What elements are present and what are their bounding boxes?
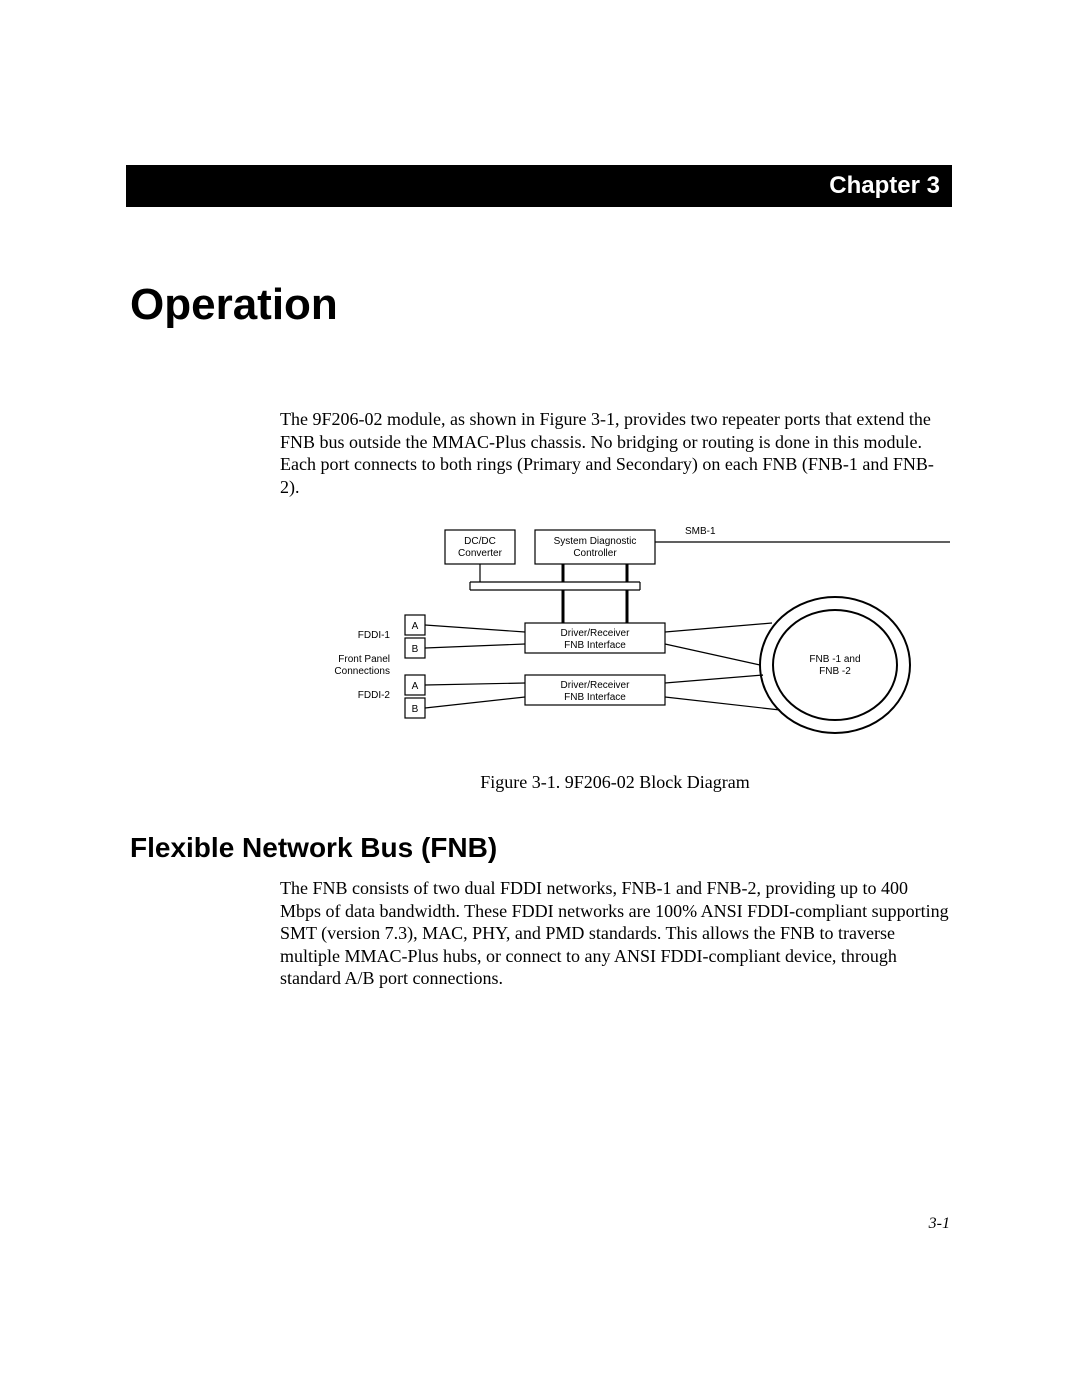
driver2-label-2: FNB Interface bbox=[564, 692, 626, 703]
fnb-label-2: FNB -2 bbox=[819, 666, 851, 677]
port-a1-label: A bbox=[412, 621, 419, 632]
driver1-label-1: Driver/Receiver bbox=[561, 628, 631, 639]
page-number: 3-1 bbox=[929, 1215, 950, 1233]
sysdiag-label-2: Controller bbox=[573, 548, 617, 559]
block-diagram-svg: DC/DC Converter System Diagnostic Contro… bbox=[280, 520, 950, 750]
section-body: The FNB consists of two dual FDDI networ… bbox=[280, 877, 950, 990]
fddi2-label: FDDI-2 bbox=[358, 690, 391, 701]
port-b1-label: B bbox=[412, 644, 419, 655]
sysdiag-label-1: System Diagnostic bbox=[554, 536, 637, 547]
block-diagram-figure: DC/DC Converter System Diagnostic Contro… bbox=[280, 520, 950, 750]
fddi1-label: FDDI-1 bbox=[358, 630, 391, 641]
figure-caption: Figure 3-1. 9F206-02 Block Diagram bbox=[280, 772, 950, 793]
driver2-label-1: Driver/Receiver bbox=[561, 680, 631, 691]
fnb-label-1: FNB -1 and bbox=[809, 654, 860, 665]
front-panel-label-2: Connections bbox=[334, 666, 390, 677]
fnb-outer-ring bbox=[760, 597, 910, 733]
chapter-bar: Chapter 3 bbox=[126, 165, 952, 207]
port-a2-label: A bbox=[412, 681, 419, 692]
driver1-label-2: FNB Interface bbox=[564, 640, 626, 651]
dcdc-label-1: DC/DC bbox=[464, 536, 496, 547]
front-panel-label-1: Front Panel bbox=[338, 654, 390, 665]
smb1-label: SMB-1 bbox=[685, 526, 716, 537]
fnb-inner-ring bbox=[773, 610, 897, 720]
port-b2-label: B bbox=[412, 704, 419, 715]
section-heading: Flexible Network Bus (FNB) bbox=[130, 832, 497, 864]
chapter-title: Operation bbox=[130, 280, 338, 330]
intro-paragraph: The 9F206-02 module, as shown in Figure … bbox=[280, 408, 950, 498]
dcdc-label-2: Converter bbox=[458, 548, 503, 559]
chapter-label: Chapter 3 bbox=[829, 172, 940, 200]
